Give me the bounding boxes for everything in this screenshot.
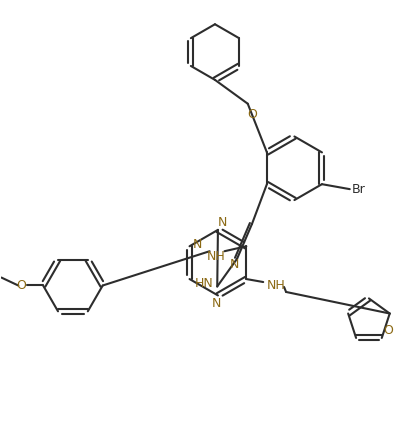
Text: O: O — [247, 108, 257, 121]
Text: NH: NH — [207, 250, 226, 263]
Text: NH: NH — [267, 279, 285, 291]
Text: N: N — [218, 216, 227, 229]
Text: Br: Br — [352, 183, 366, 196]
Text: HN: HN — [195, 277, 214, 290]
Text: N: N — [211, 297, 221, 310]
Text: O: O — [383, 324, 393, 337]
Text: O: O — [16, 279, 26, 292]
Text: N: N — [229, 258, 239, 271]
Text: N: N — [193, 238, 202, 251]
